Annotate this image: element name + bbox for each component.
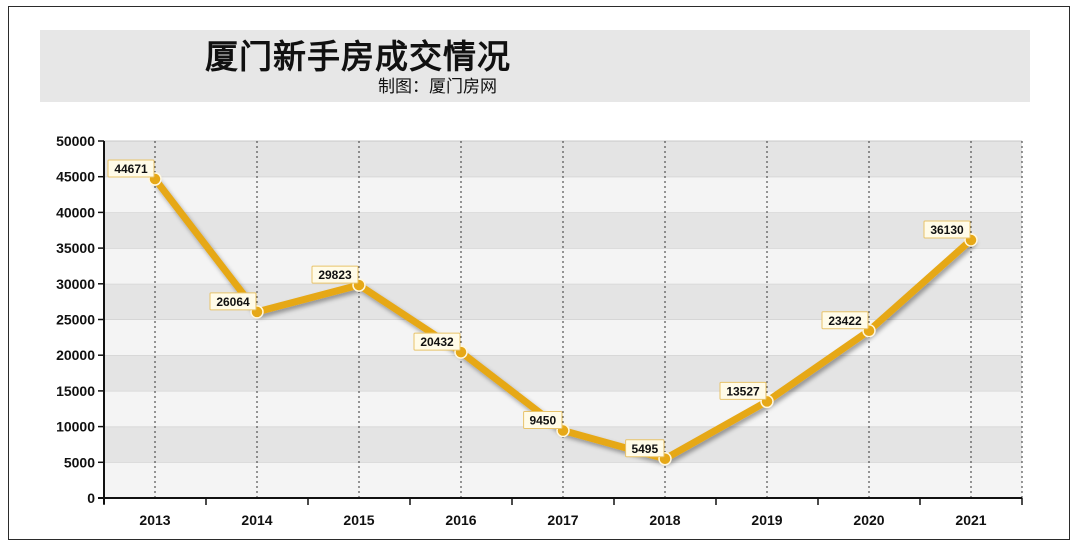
- data-label-box: [821, 311, 869, 330]
- data-label: 9450: [529, 414, 556, 428]
- data-label: 29823: [318, 268, 352, 282]
- data-label: 26064: [216, 295, 250, 309]
- x-tick-label: 2020: [853, 512, 884, 528]
- y-tick-label: 15000: [56, 383, 95, 399]
- data-label-box: [209, 292, 257, 311]
- y-tick-label: 50000: [56, 133, 95, 149]
- data-label-box: [107, 159, 155, 178]
- y-tick-label: 30000: [56, 276, 95, 292]
- data-label-box: [625, 439, 665, 458]
- y-tick-label: 20000: [56, 347, 95, 363]
- data-label: 20432: [420, 335, 454, 349]
- data-label-box: [413, 332, 461, 351]
- x-tick-label: 2017: [547, 512, 578, 528]
- data-label: 44671: [114, 162, 148, 176]
- chart-title: 厦门新手房成交情况: [205, 37, 511, 76]
- y-tick-label: 10000: [56, 419, 95, 435]
- y-axis-ticks: 0 5000 10000 15000 20000 25000 30000 35000 40000…: [56, 133, 104, 506]
- x-tick-label: 2018: [649, 512, 680, 528]
- data-label: 23422: [828, 314, 862, 328]
- data-label-box: [719, 381, 767, 400]
- y-tick-label: 0: [87, 490, 95, 506]
- y-tick-label: 25000: [56, 312, 95, 328]
- x-axis-ticks: 2013 2014 2015 2016 2017 2018 2019 2020 2021: [103, 498, 1023, 528]
- x-tick-label: 2014: [241, 512, 272, 528]
- x-tick-label: 2015: [343, 512, 374, 528]
- data-labels: 44671 26064 29823 20432 9450 5495 13527 23422 36…: [107, 159, 971, 458]
- data-label: 13527: [726, 384, 760, 398]
- title-banner: [40, 30, 1030, 102]
- x-tick-label: 2019: [751, 512, 782, 528]
- y-tick-label: 35000: [56, 240, 95, 256]
- y-tick-label: 40000: [56, 204, 95, 220]
- data-label-box: [523, 411, 563, 430]
- chart-subtitle: 制图：厦门房网: [378, 77, 497, 97]
- data-label: 36130: [930, 223, 964, 237]
- x-tick-label: 2021: [955, 512, 986, 528]
- x-tick-label: 2013: [139, 512, 170, 528]
- data-label-box: [923, 220, 971, 239]
- y-tick-label: 45000: [56, 169, 95, 185]
- axes: [98, 141, 1022, 504]
- data-label: 5495: [631, 442, 658, 456]
- x-tick-label: 2016: [445, 512, 476, 528]
- y-tick-label: 5000: [64, 454, 95, 470]
- grid-band: [104, 355, 1022, 391]
- data-label-box: [311, 265, 359, 284]
- grid-band: [104, 248, 1022, 284]
